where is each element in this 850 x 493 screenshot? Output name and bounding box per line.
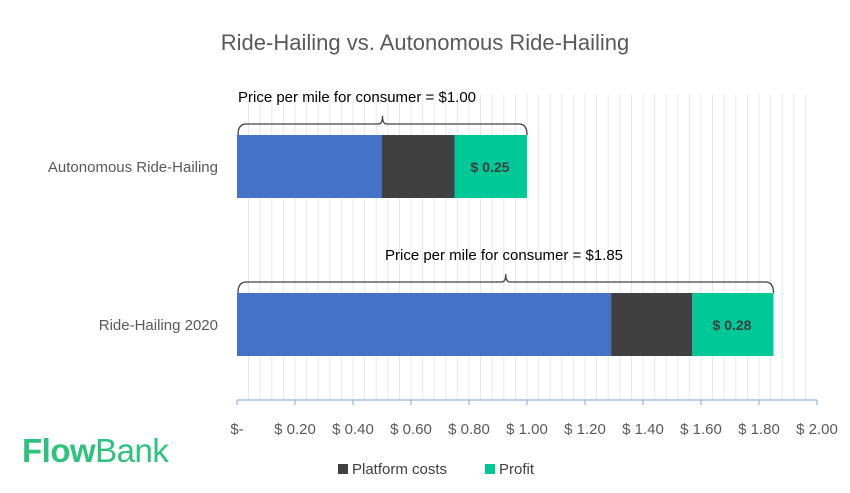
x-tick-label: $-	[230, 421, 243, 438]
x-axis: $- $ 0.20 $ 0.40 $ 0.60 $ 0.80 $ 1.00 $ 1.20 $ …	[230, 399, 838, 438]
x-tick-label: $ 0.80	[448, 421, 490, 438]
legend-swatch-platform-costs	[338, 464, 348, 474]
x-tick-label: $ 1.40	[622, 421, 664, 438]
category-label-ride-hailing-2020: Ride-Hailing 2020	[99, 317, 218, 334]
x-tick-label: $ 1.00	[506, 421, 548, 438]
price-bracket-2	[237, 273, 775, 294]
x-tick-label: $ 0.20	[274, 421, 316, 438]
x-tick-label: $ 2.00	[796, 421, 838, 438]
x-tick-label: $ 1.80	[738, 421, 780, 438]
legend: Platform costs Profit	[338, 461, 535, 478]
annotation-autonomous: Price per mile for consumer = $1.00	[238, 89, 476, 106]
data-label-autonomous: $ 0.25	[471, 159, 510, 175]
price-bracket-1	[237, 115, 528, 136]
bar-segment-2-3	[692, 293, 774, 356]
bar-segment-1-3	[454, 135, 527, 198]
x-tick-label: $ 1.60	[680, 421, 722, 438]
category-label-autonomous: Autonomous Ride-Hailing	[48, 159, 218, 176]
chart-title: Ride-Hailing vs. Autonomous Ride-Hailing	[221, 30, 629, 55]
legend-label-platform-costs: Platform costs	[352, 461, 447, 478]
bar-segment-1-1	[237, 135, 382, 198]
legend-label-profit: Profit	[499, 461, 535, 478]
bar-segment-2-1	[237, 293, 612, 356]
x-tick-label: $ 0.40	[332, 421, 374, 438]
logo-part1: Flow	[22, 432, 96, 469]
bar-segment-1-2	[382, 135, 455, 198]
bar-segment-2-2	[611, 293, 693, 356]
annotation-ride-hailing-2020: Price per mile for consumer = $1.85	[385, 247, 623, 264]
logo-part2: Bank	[95, 432, 169, 469]
x-tick-label: $ 0.60	[390, 421, 432, 438]
x-tick-label: $ 1.20	[564, 421, 606, 438]
flowbank-logo: FlowBank	[22, 432, 169, 470]
brackets	[237, 115, 775, 294]
data-label-ride-hailing-2020: $ 0.28	[713, 317, 752, 333]
bars	[237, 135, 774, 356]
legend-swatch-profit	[485, 464, 495, 474]
